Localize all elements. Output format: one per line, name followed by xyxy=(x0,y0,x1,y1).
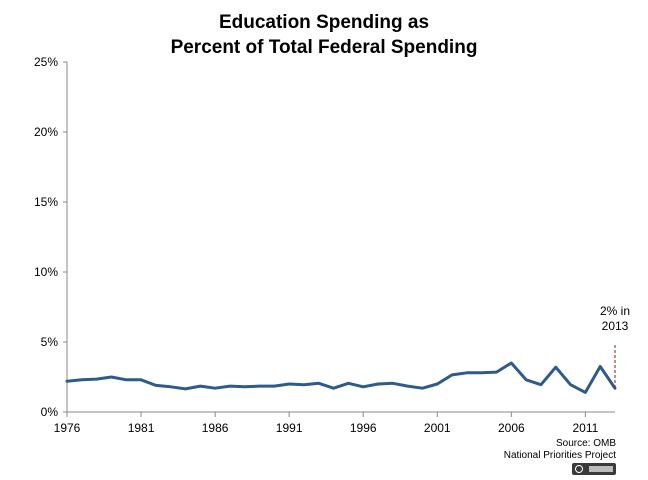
source-line-1: Source: OMB xyxy=(555,438,616,449)
x-tick-label: 1996 xyxy=(350,421,377,435)
license-label-bar xyxy=(589,466,613,472)
source-note: Source: OMB National Priorities Project xyxy=(504,438,616,462)
x-tick-label: 1976 xyxy=(54,421,81,435)
x-tick-label: 2011 xyxy=(572,421,598,435)
x-tick-label: 2001 xyxy=(424,421,451,435)
x-tick-label: 1991 xyxy=(276,421,303,435)
cc-license-badge xyxy=(572,463,616,475)
x-axis-ticks: 1976 1981 1986 1991 1996 2001 2006 2011 xyxy=(54,412,599,435)
chart-title: Education Spending as Percent of Total F… xyxy=(0,10,648,60)
annotation-label-line-2: 2013 xyxy=(602,319,629,333)
y-tick-label: 10% xyxy=(34,265,58,279)
x-tick-label: 1986 xyxy=(202,421,229,435)
y-axis-ticks: 0% 5% 10% 15% 20% 25% xyxy=(34,55,67,419)
creative-commons-icon xyxy=(575,465,583,473)
chart-title-line-2: Percent of Total Federal Spending xyxy=(170,37,478,58)
series-line-education-spending xyxy=(65,361,617,394)
x-tick-label: 2006 xyxy=(498,421,525,435)
annotation-label-line-1: 2% in xyxy=(600,304,630,318)
y-tick-label: 15% xyxy=(34,195,58,209)
x-tick-label: 1981 xyxy=(128,421,155,435)
source-line-2: National Priorities Project xyxy=(503,450,616,461)
y-tick-label: 0% xyxy=(41,405,59,419)
y-tick-label: 20% xyxy=(34,125,58,139)
y-tick-label: 25% xyxy=(34,55,58,69)
y-tick-label: 5% xyxy=(41,335,59,349)
chart-title-line-1: Education Spending as xyxy=(218,12,430,33)
